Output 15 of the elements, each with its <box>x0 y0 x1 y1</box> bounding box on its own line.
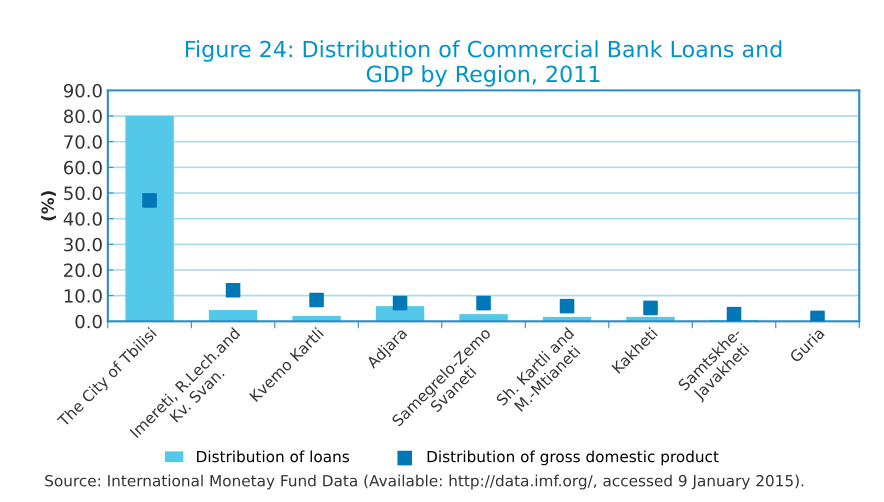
legend-label: Distribution of gross domestic product <box>428 450 719 466</box>
chart-title: Figure 24: Distribution of Commercial Bank Loans and GDP by Region, 2011 <box>186 40 782 87</box>
y-tick-label: 30.0 <box>64 238 102 252</box>
y-tick-label: 60.0 <box>64 160 102 174</box>
y-tick-label: 20.0 <box>64 263 102 278</box>
legend-label: Distribution of loans <box>197 450 349 462</box>
y-tick-label: 10.0 <box>64 289 102 303</box>
source-note: Source: International Monetay Fund Data (Available: http://data.imf.org/, accessed 9 January 2015). <box>45 474 804 490</box>
y-tick-label: 40.0 <box>64 212 102 226</box>
y-tick-label: 70.0 <box>64 135 102 149</box>
y-tick-label: 80.0 <box>64 109 102 124</box>
y-axis-title: (%) <box>41 191 56 220</box>
y-tick-label: 50.0 <box>64 186 102 200</box>
y-tick-label: 90.0 <box>64 84 102 98</box>
y-tick-label: 0.0 <box>75 314 102 328</box>
